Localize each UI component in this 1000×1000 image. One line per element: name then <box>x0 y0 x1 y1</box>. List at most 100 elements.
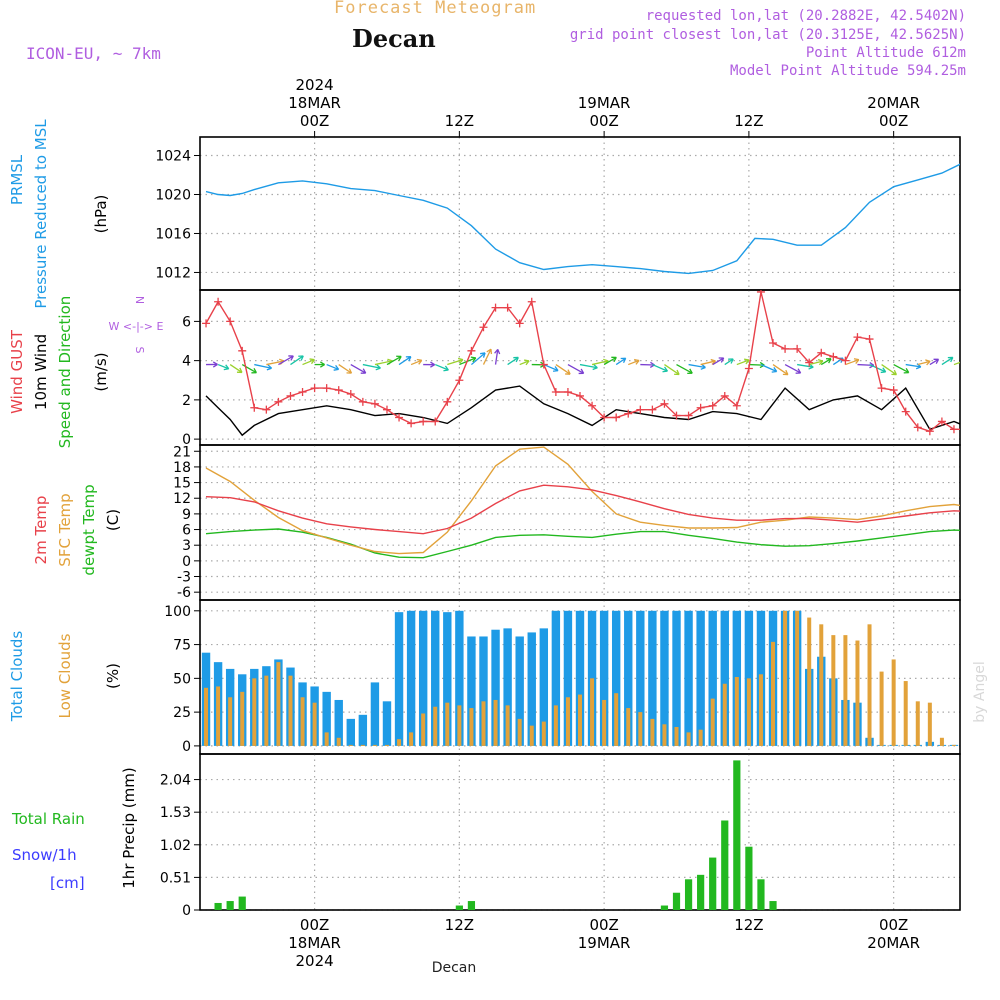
wind-arrow-head <box>853 358 860 364</box>
wind-speed-dir-label: Speed and Direction <box>56 296 74 449</box>
y-tick-label: 2.04 <box>160 773 191 789</box>
wind-arrow <box>809 360 824 366</box>
wind-arrow-head <box>620 357 627 364</box>
low-cloud-bar <box>590 678 595 746</box>
wind-arrow-head <box>405 356 412 362</box>
y-tick-label: 100 <box>164 604 191 620</box>
total-cloud-bar <box>346 718 355 746</box>
wind-arrow <box>700 360 716 366</box>
wind-arrow-head <box>880 367 887 374</box>
wind-gust-line-marker <box>382 405 391 414</box>
wind-arrow <box>760 363 777 373</box>
low-cloud-bar <box>204 687 209 746</box>
wind-arrow-head <box>891 369 898 376</box>
wind-gust-line-marker <box>551 388 560 397</box>
wind-gust-line-marker <box>986 429 994 437</box>
rain-bar <box>660 905 669 910</box>
total-cloud-bar <box>491 629 500 746</box>
wind-arrow <box>386 355 402 366</box>
snow-label: Snow/1h <box>12 846 77 864</box>
y-tick-label: 1024 <box>155 149 191 165</box>
low-cloud-bar <box>324 732 329 746</box>
wind-arrow-head <box>718 357 725 363</box>
gridpoint-coords: grid point closest lon,lat (20.3125E, 42… <box>569 27 966 43</box>
wind-gust-line-marker <box>431 417 440 426</box>
wind-arrow <box>917 360 931 366</box>
time-label-top: 00Z <box>879 112 908 130</box>
wind-arrow-head <box>266 364 273 371</box>
wind-gust-line-marker <box>322 384 331 393</box>
low-cloud-bar <box>819 624 824 746</box>
wind-gust-line-marker <box>974 431 982 439</box>
wind-arrow-head <box>251 368 257 374</box>
rain-bar <box>684 879 693 910</box>
wind-arrow-head <box>662 366 668 373</box>
low-cloud-bar <box>445 702 450 746</box>
wind-arrow <box>603 356 617 366</box>
wind-arrow-head <box>346 368 353 374</box>
product-title: Forecast Meteogram <box>334 0 537 18</box>
wind-arrow <box>217 363 229 370</box>
wind-arrow-head <box>298 355 304 361</box>
low-cloud-bar <box>565 697 570 746</box>
wind-arrow-head <box>903 367 910 374</box>
wind-arrow-head <box>592 363 598 371</box>
time-label-bottom: 00Z <box>589 916 618 934</box>
total-cloud-bar <box>599 610 609 746</box>
total-cloud-bar <box>611 610 621 746</box>
2m-temp-line <box>205 484 960 535</box>
low-cloud-bar <box>951 744 956 746</box>
total-cloud-bar <box>587 610 597 746</box>
model-label: ICON-EU, ~ 7km <box>26 44 161 63</box>
wind-arrow <box>350 363 367 374</box>
wind-arrow-head <box>915 363 922 370</box>
wind-arrow <box>845 359 860 366</box>
wind-arrow <box>881 364 897 376</box>
wind-gust-line-marker <box>769 338 778 347</box>
wind-gust-line-marker <box>877 384 886 393</box>
low-cloud-bar <box>783 610 788 746</box>
low-clouds-label: Low Clouds <box>56 633 74 718</box>
low-cloud-bar <box>529 725 534 746</box>
y-tick-label: 2 <box>182 393 191 409</box>
wind-gust-line-marker <box>455 376 464 385</box>
y-tick-label: 6 <box>182 523 191 539</box>
low-cloud-bar <box>541 721 546 746</box>
y-tick-label: 3 <box>182 538 191 554</box>
rain-bar <box>214 902 222 910</box>
wind-gust-line-marker <box>286 391 295 400</box>
total-rain-label: Total Rain <box>11 810 85 828</box>
wind-arrow-head <box>964 358 969 363</box>
low-cloud-bar <box>216 686 221 746</box>
wind-gust-line-marker <box>829 352 838 361</box>
wind-arrow <box>410 359 422 366</box>
low-cloud-bar <box>771 641 776 746</box>
precip-bars <box>214 760 777 910</box>
wind-gust-line-marker <box>889 386 898 395</box>
low-cloud-bar <box>553 705 558 746</box>
wind-arrow <box>338 364 352 374</box>
total-cloud-bar <box>962 745 970 746</box>
y-tick-label: 15 <box>173 476 191 492</box>
wind-gust-line-marker <box>805 358 814 367</box>
time-label-bottom: 12Z <box>734 916 763 934</box>
wind-arrow-head <box>743 358 750 365</box>
wind-arrow <box>278 355 294 366</box>
total-cloud-bar <box>334 699 343 746</box>
wind-arrow-head <box>728 358 734 364</box>
wind-arrow-head <box>925 359 931 366</box>
total-cloud-bar <box>672 610 681 746</box>
wind-arrow-head <box>416 358 423 365</box>
wind-arrow <box>664 364 680 376</box>
wind-gust-line-marker <box>672 411 681 420</box>
low-cloud-bar <box>927 702 932 746</box>
wind-gust-line-marker <box>949 425 958 434</box>
wind-gust-line-marker <box>443 397 452 406</box>
wind-arrow <box>736 359 750 366</box>
total-cloud-bar <box>527 632 536 746</box>
point-altitude: Point Altitude 612m <box>805 45 966 61</box>
wind-arrow-head <box>611 356 617 363</box>
wind-gust-line-marker <box>527 297 536 306</box>
wind-arrow-head <box>288 355 294 361</box>
